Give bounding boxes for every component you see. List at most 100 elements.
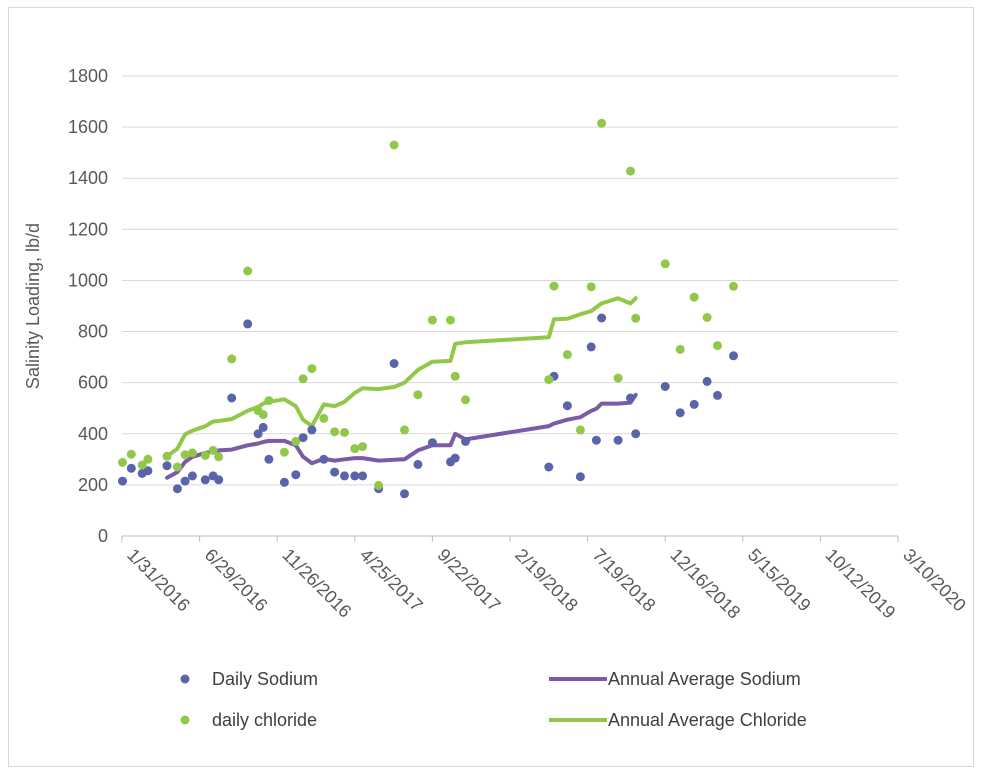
daily-chloride-point: [575, 425, 585, 435]
daily-sodium-point: [340, 471, 349, 481]
daily-chloride-point: [243, 266, 253, 276]
daily-sodium-point: [400, 489, 409, 499]
daily-chloride-point: [279, 447, 289, 457]
daily-sodium-point: [702, 376, 712, 386]
legend-item: Daily Sodium: [180, 669, 318, 689]
daily-chloride-point: [450, 371, 460, 381]
daily-sodium-point: [350, 471, 360, 481]
x-tick-label: 6/29/2016: [201, 545, 272, 616]
daily-sodium-point: [461, 436, 470, 446]
daily-sodium-point: [187, 471, 197, 481]
daily-chloride-point: [214, 452, 224, 462]
daily-chloride-point: [562, 350, 572, 360]
daily-chloride-point: [400, 425, 409, 435]
daily-sodium-point: [586, 342, 596, 352]
daily-sodium-point: [258, 422, 268, 432]
x-tick-label: 2/19/2018: [511, 545, 582, 616]
x-tick-label: 9/22/2017: [434, 545, 505, 616]
daily-chloride-point: [597, 118, 607, 128]
legend: Daily Sodium Annual Average Sodium daily c…: [180, 669, 807, 730]
y-tick-label: 1000: [68, 270, 108, 290]
daily-chloride-point: [374, 480, 384, 490]
daily-sodium-point: [143, 466, 153, 476]
legend-item: Annual Average Sodium: [549, 669, 801, 689]
daily-chloride-point: [340, 428, 349, 437]
legend-marker: [180, 674, 190, 684]
daily-sodium-point: [253, 429, 263, 439]
daily-chloride-point: [427, 315, 437, 325]
chart-frame: 0 200 400 600 800 1000 1200 1400 1600 1800 1/31/2…: [8, 7, 974, 767]
daily-sodium-point: [413, 459, 423, 469]
daily-sodium-point: [180, 476, 190, 486]
daily-sodium-point: [319, 454, 329, 464]
daily-chloride-point: [172, 462, 182, 472]
daily-sodium-point: [544, 462, 554, 472]
daily-sodium-point: [162, 461, 172, 471]
daily-chloride-point: [227, 354, 237, 364]
y-tick-label: 400: [78, 424, 108, 444]
y-tick-label: 600: [78, 373, 108, 393]
x-axis: 1/31/2016 6/29/2016 11/26/2016 4/25/2017 9/2…: [121, 535, 970, 623]
daily-chloride-point: [291, 436, 301, 446]
daily-chloride-point: [350, 444, 360, 454]
legend-label: Daily Sodium: [212, 669, 318, 689]
daily-sodium-point: [675, 408, 685, 418]
x-tick-label: 3/10/2020: [899, 545, 970, 616]
daily-sodium-point: [330, 467, 340, 477]
y-tick-label: 800: [78, 322, 108, 342]
series-lines: [165, 296, 638, 480]
y-tick-label: 1600: [68, 117, 108, 137]
annual-average-sodium-line: [165, 392, 638, 480]
daily-chloride-point: [446, 315, 455, 325]
daily-sodium-point: [713, 390, 722, 400]
y-tick-label: 200: [78, 475, 108, 495]
x-tick-label: 4/25/2017: [356, 545, 427, 616]
y-tick-label: 1800: [68, 66, 108, 86]
daily-sodium-point: [126, 463, 136, 473]
annual-average-chloride-line: [165, 296, 638, 459]
daily-chloride-point: [208, 445, 218, 455]
daily-sodium-point: [562, 401, 572, 411]
daily-sodium-point: [358, 471, 368, 481]
daily-sodium-point: [200, 475, 210, 485]
daily-sodium-point: [214, 475, 224, 485]
daily-chloride-point: [126, 449, 136, 459]
daily-chloride-point: [143, 454, 153, 464]
x-tick-label: 7/19/2018: [589, 545, 660, 616]
daily-chloride-point: [319, 413, 329, 423]
legend-item: daily chloride: [180, 710, 317, 730]
daily-chloride-point: [298, 374, 308, 384]
daily-chloride-point: [162, 451, 172, 461]
daily-chloride-point: [358, 442, 368, 452]
daily-chloride-point: [258, 410, 268, 420]
daily-chloride-point: [307, 364, 317, 374]
x-tick-label: 11/26/2016: [278, 545, 355, 622]
x-tick-label: 5/15/2019: [744, 545, 815, 616]
daily-chloride-point: [675, 344, 685, 354]
daily-sodium-point: [118, 476, 127, 486]
daily-sodium-point: [291, 470, 301, 480]
daily-chloride-point: [118, 457, 127, 467]
daily-chloride-point: [180, 450, 190, 460]
daily-sodium-point: [227, 393, 237, 403]
daily-sodium-point: [172, 484, 182, 494]
daily-sodium-point: [689, 399, 699, 409]
daily-chloride-point: [137, 460, 147, 470]
daily-sodium-point: [450, 453, 460, 463]
legend-label: Annual Average Chloride: [608, 710, 807, 730]
y-axis-ticks: 0 200 400 600 800 1000 1200 1400 1600 1800: [68, 66, 108, 546]
daily-sodium-point: [613, 435, 623, 445]
daily-chloride-point: [200, 451, 210, 460]
x-tick-label: 12/16/2018: [666, 545, 744, 623]
daily-chloride-point: [613, 373, 623, 383]
y-tick-label: 0: [98, 526, 108, 546]
daily-sodium-point: [597, 313, 607, 323]
x-tick-label: 10/12/2019: [822, 545, 900, 623]
daily-chloride-point: [586, 282, 596, 292]
legend-label: Annual Average Sodium: [608, 669, 801, 689]
y-tick-label: 1400: [68, 168, 108, 188]
x-tick-label: 1/31/2016: [123, 545, 194, 616]
daily-chloride-point: [713, 341, 722, 351]
daily-chloride-point: [461, 395, 470, 405]
daily-sodium-point: [307, 425, 317, 435]
